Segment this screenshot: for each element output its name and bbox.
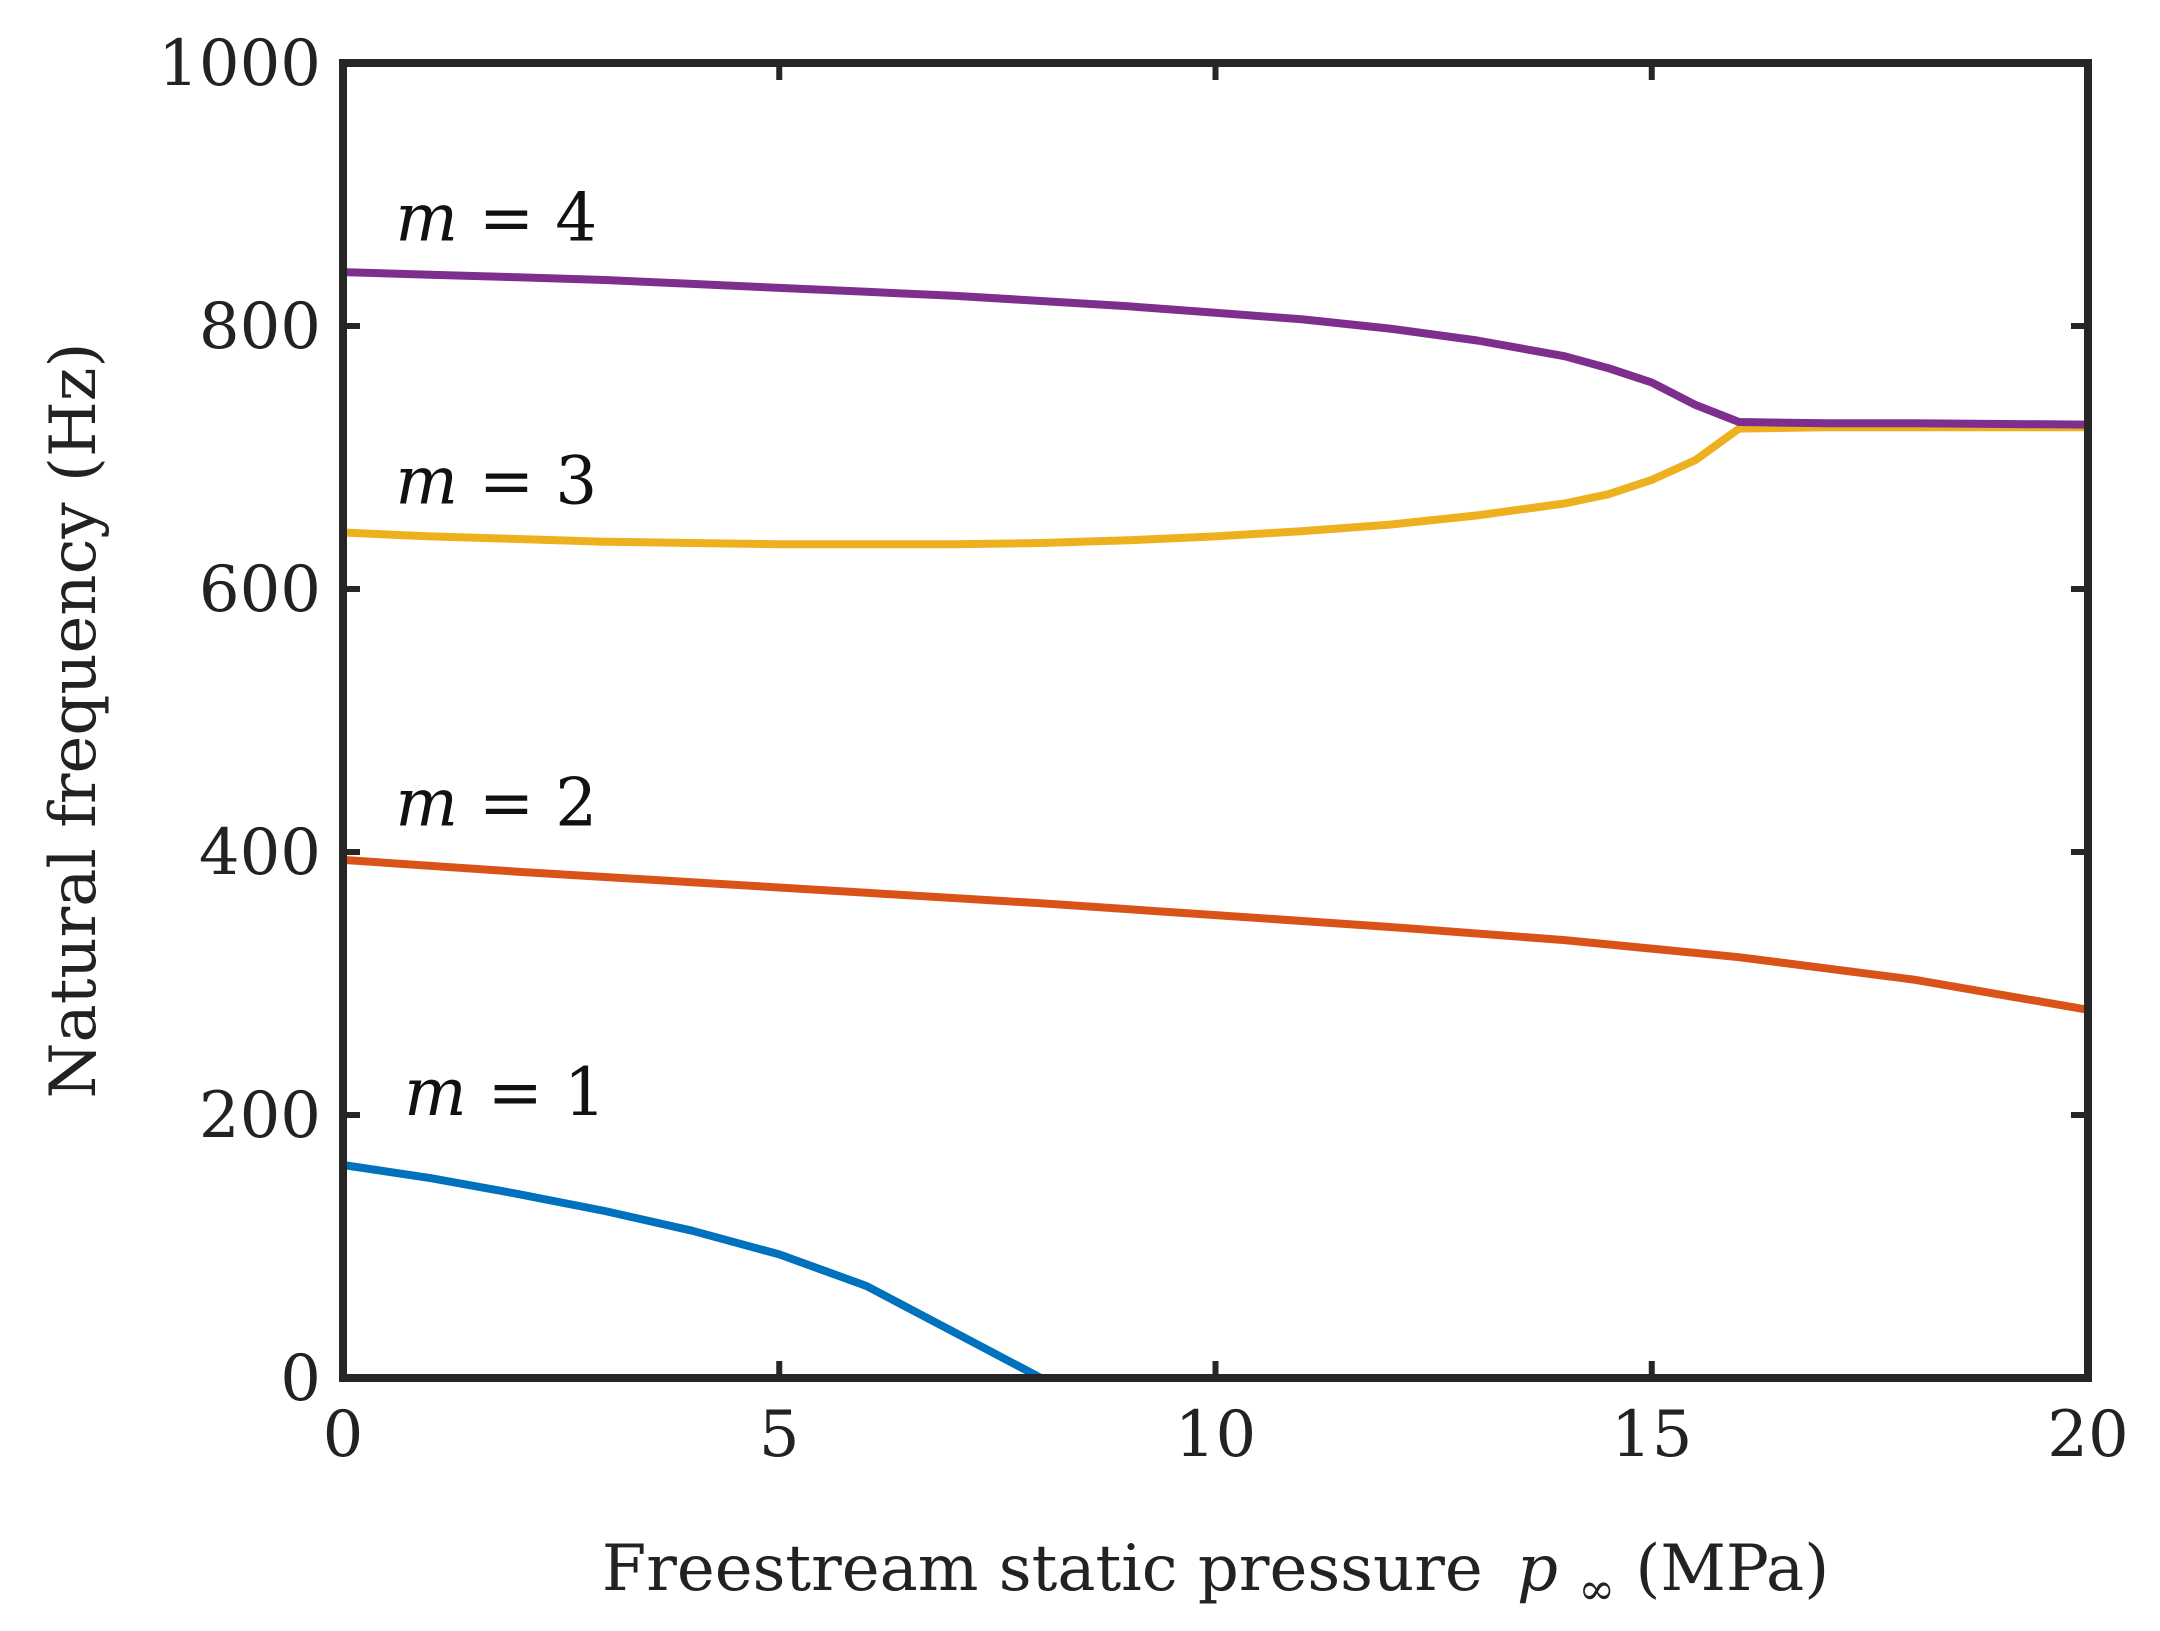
y-tick-label: 600 <box>199 553 321 627</box>
series-label-eq: = <box>458 180 555 257</box>
x-tick-label: 15 <box>1611 1398 1692 1472</box>
series-label-var: m <box>395 765 458 842</box>
y-tick-label: 400 <box>199 816 321 890</box>
series-label-num: 2 <box>555 765 597 842</box>
series-label-num: 3 <box>555 443 597 520</box>
x-tick-label: 10 <box>1175 1398 1256 1472</box>
series-label-m2: m = 2 <box>395 765 597 842</box>
series-line-m1 <box>342 1161 1043 1382</box>
series-label-num: 1 <box>564 1054 606 1131</box>
series-label-eq: = <box>458 443 555 520</box>
x-axis-label-subscript: ∞ <box>1578 1564 1615 1615</box>
x-tick-label: 0 <box>323 1398 364 1472</box>
y-axis-label: Natural frequency (Hz) <box>37 343 111 1099</box>
y-tick-label: 1000 <box>158 27 321 101</box>
series-label-eq: = <box>458 765 555 842</box>
series-label-m4: m = 4 <box>395 180 597 257</box>
y-tick-label: 200 <box>199 1079 321 1153</box>
series-label-var: m <box>395 443 458 520</box>
x-tick-label: 5 <box>759 1398 800 1472</box>
x-axis-label-unit: (MPa) <box>1635 1532 1829 1606</box>
series-label-var: m <box>395 180 458 257</box>
y-tick-label: 0 <box>280 1342 321 1416</box>
series-layer <box>342 268 2089 1382</box>
series-labels: m = 1m = 2m = 3m = 4 <box>395 180 606 1131</box>
series-label-m1: m = 1 <box>404 1054 606 1131</box>
x-axis-label-text: Freestream static pressure <box>602 1532 1483 1606</box>
x-axis-label-symbol: p <box>1517 1532 1558 1606</box>
y-tick-label: 800 <box>199 290 321 364</box>
x-tick-label: 20 <box>2047 1398 2128 1472</box>
x-axis-label: Freestream static pressure p ∞ (MPa) <box>602 1532 1829 1620</box>
series-line-m4 <box>342 268 2089 429</box>
series-label-eq: = <box>467 1054 564 1131</box>
series-line-m3 <box>342 423 2088 549</box>
plot-frame <box>339 59 2092 1382</box>
axes <box>339 59 2092 1382</box>
series-line-m2 <box>342 855 2089 1014</box>
series-label-num: 4 <box>555 180 597 257</box>
series-label-m3: m = 3 <box>395 443 597 520</box>
series-label-var: m <box>404 1054 467 1131</box>
